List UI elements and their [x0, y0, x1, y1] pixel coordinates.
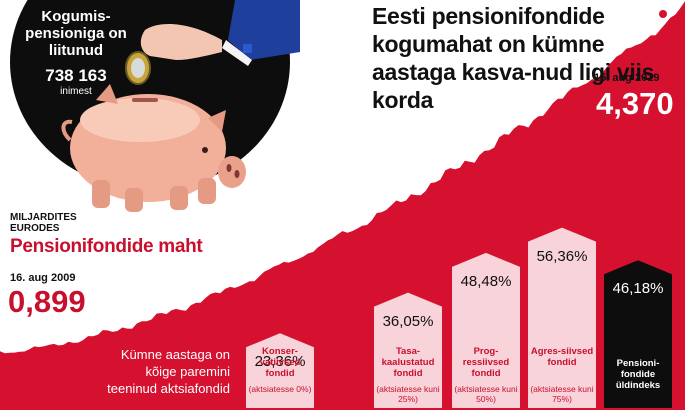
bar-1	[374, 292, 442, 408]
start-date-label: 16. aug 2009	[10, 272, 76, 284]
bar-value-label: 56,36%	[536, 247, 588, 265]
chart-caption: Kümne aastaga on kõige paremini teeninud…	[107, 347, 230, 396]
bar-category-label: Tasa-kaalustatud fondid	[381, 346, 435, 379]
fund-bars	[246, 227, 672, 408]
members-title: Kogumis-pensioniga on liitunud	[25, 8, 127, 59]
bar-category-label: Prog-ressiivsed fondid	[462, 346, 510, 379]
bar-3	[528, 227, 596, 408]
end-value-label: 4,370	[596, 86, 674, 121]
bar-category-label: Pensioni-fondide üldindeks	[615, 358, 661, 391]
chart-title: Pensionifondide maht	[10, 236, 203, 257]
bar-note-label: (aktsiatesse kuni 25%)	[376, 384, 440, 404]
bar-value-label: 46,18%	[612, 280, 664, 298]
bar-category-label: Agres-siivsed fondid	[530, 346, 594, 368]
members-unit: inimest	[60, 86, 92, 97]
piggy-bank-illustration	[61, 84, 246, 212]
start-value-label: 0,899	[8, 284, 86, 319]
bar-note-label: (aktsiatesse kuni 50%)	[454, 384, 518, 404]
chart-units-label: MILJARDITES EURODES	[10, 212, 77, 234]
bar-note-label: (aktsiatesse 0%)	[248, 384, 312, 394]
end-date-label: 15. aug 2019	[594, 72, 660, 84]
bar-value-label: 23,36%	[254, 353, 306, 371]
bar-0	[246, 333, 314, 408]
bar-note-label: (aktsiatesse kuni 75%)	[530, 384, 594, 404]
series-end-dot	[659, 10, 667, 18]
headline: Eesti pensionifondide kogumahat on kümne…	[372, 3, 655, 113]
bar-value-label: 36,05%	[382, 312, 434, 330]
bar-4	[604, 260, 672, 408]
members-count: 738 163	[45, 66, 107, 85]
bar-2	[452, 252, 520, 408]
bar-value-label: 48,48%	[460, 272, 512, 290]
hand-coin-illustration	[125, 0, 300, 85]
bar-category-label: Konser-vatiivsed fondid	[259, 346, 301, 379]
